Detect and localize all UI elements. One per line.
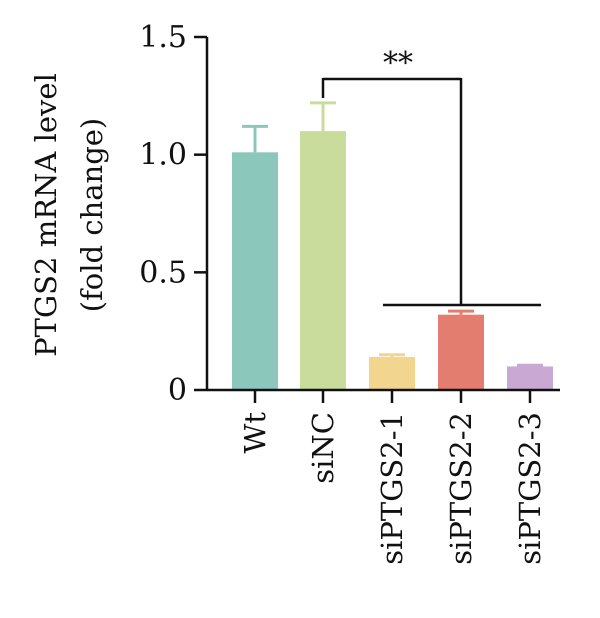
x-tick-label-Wt: Wt [238, 412, 272, 454]
bar-siPTGS2-3 [507, 366, 553, 390]
x-tick-label-siPTGS2-3: siPTGS2-3 [513, 412, 547, 565]
y-axis: 0 0.5 1.0 1.5 [139, 20, 209, 408]
y-axis-label-line1: PTGS2 mRNA level [29, 73, 63, 357]
bar-siPTGS2-2 [438, 314, 484, 390]
y-tick-label-0: 0 [168, 373, 187, 408]
y-axis-label-line2: (fold change) [75, 118, 109, 313]
bars-group [232, 101, 553, 390]
x-tick-label-siPTGS2-2: siPTGS2-2 [444, 412, 478, 565]
bar-siPTGS2-1 [369, 357, 415, 390]
bar-siNC [300, 131, 346, 390]
y-tick-label-1: 0.5 [139, 255, 187, 290]
x-tick-label-siNC: siNC [306, 412, 340, 484]
sig-label: ** [383, 46, 413, 81]
y-tick-label-3: 1.5 [139, 20, 187, 55]
bar-Wt [232, 152, 278, 390]
x-axis: Wt siNC siPTGS2-1 siPTGS2-2 siPTGS2-3 [207, 388, 560, 565]
significance-annotation: ** [321, 46, 541, 307]
x-tick-label-siPTGS2-1: siPTGS2-1 [375, 412, 409, 565]
y-tick-label-2: 1.0 [139, 138, 187, 173]
